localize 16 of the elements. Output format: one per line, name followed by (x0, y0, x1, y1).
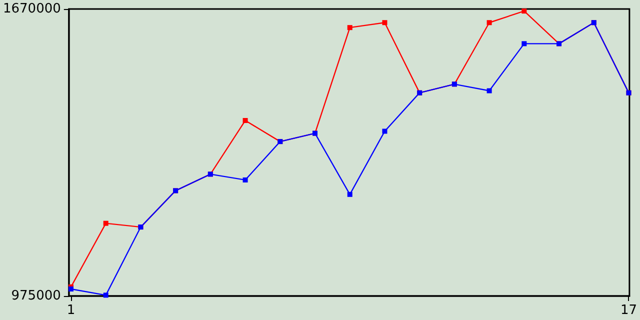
point (486, 88, 492, 94)
y-tick-label: 1670000 (2, 2, 61, 16)
y-tick-label: 975000 (11, 288, 61, 304)
point (382, 128, 388, 134)
point (347, 25, 352, 30)
x-tick-label: 17 (620, 303, 638, 318)
point (347, 192, 352, 197)
point (103, 292, 108, 298)
point (242, 118, 248, 123)
point (522, 8, 527, 14)
point (522, 41, 527, 46)
point (103, 220, 108, 226)
point (242, 177, 248, 182)
point (382, 20, 388, 26)
x-tick-label: 1 (66, 303, 76, 318)
point (486, 20, 492, 26)
